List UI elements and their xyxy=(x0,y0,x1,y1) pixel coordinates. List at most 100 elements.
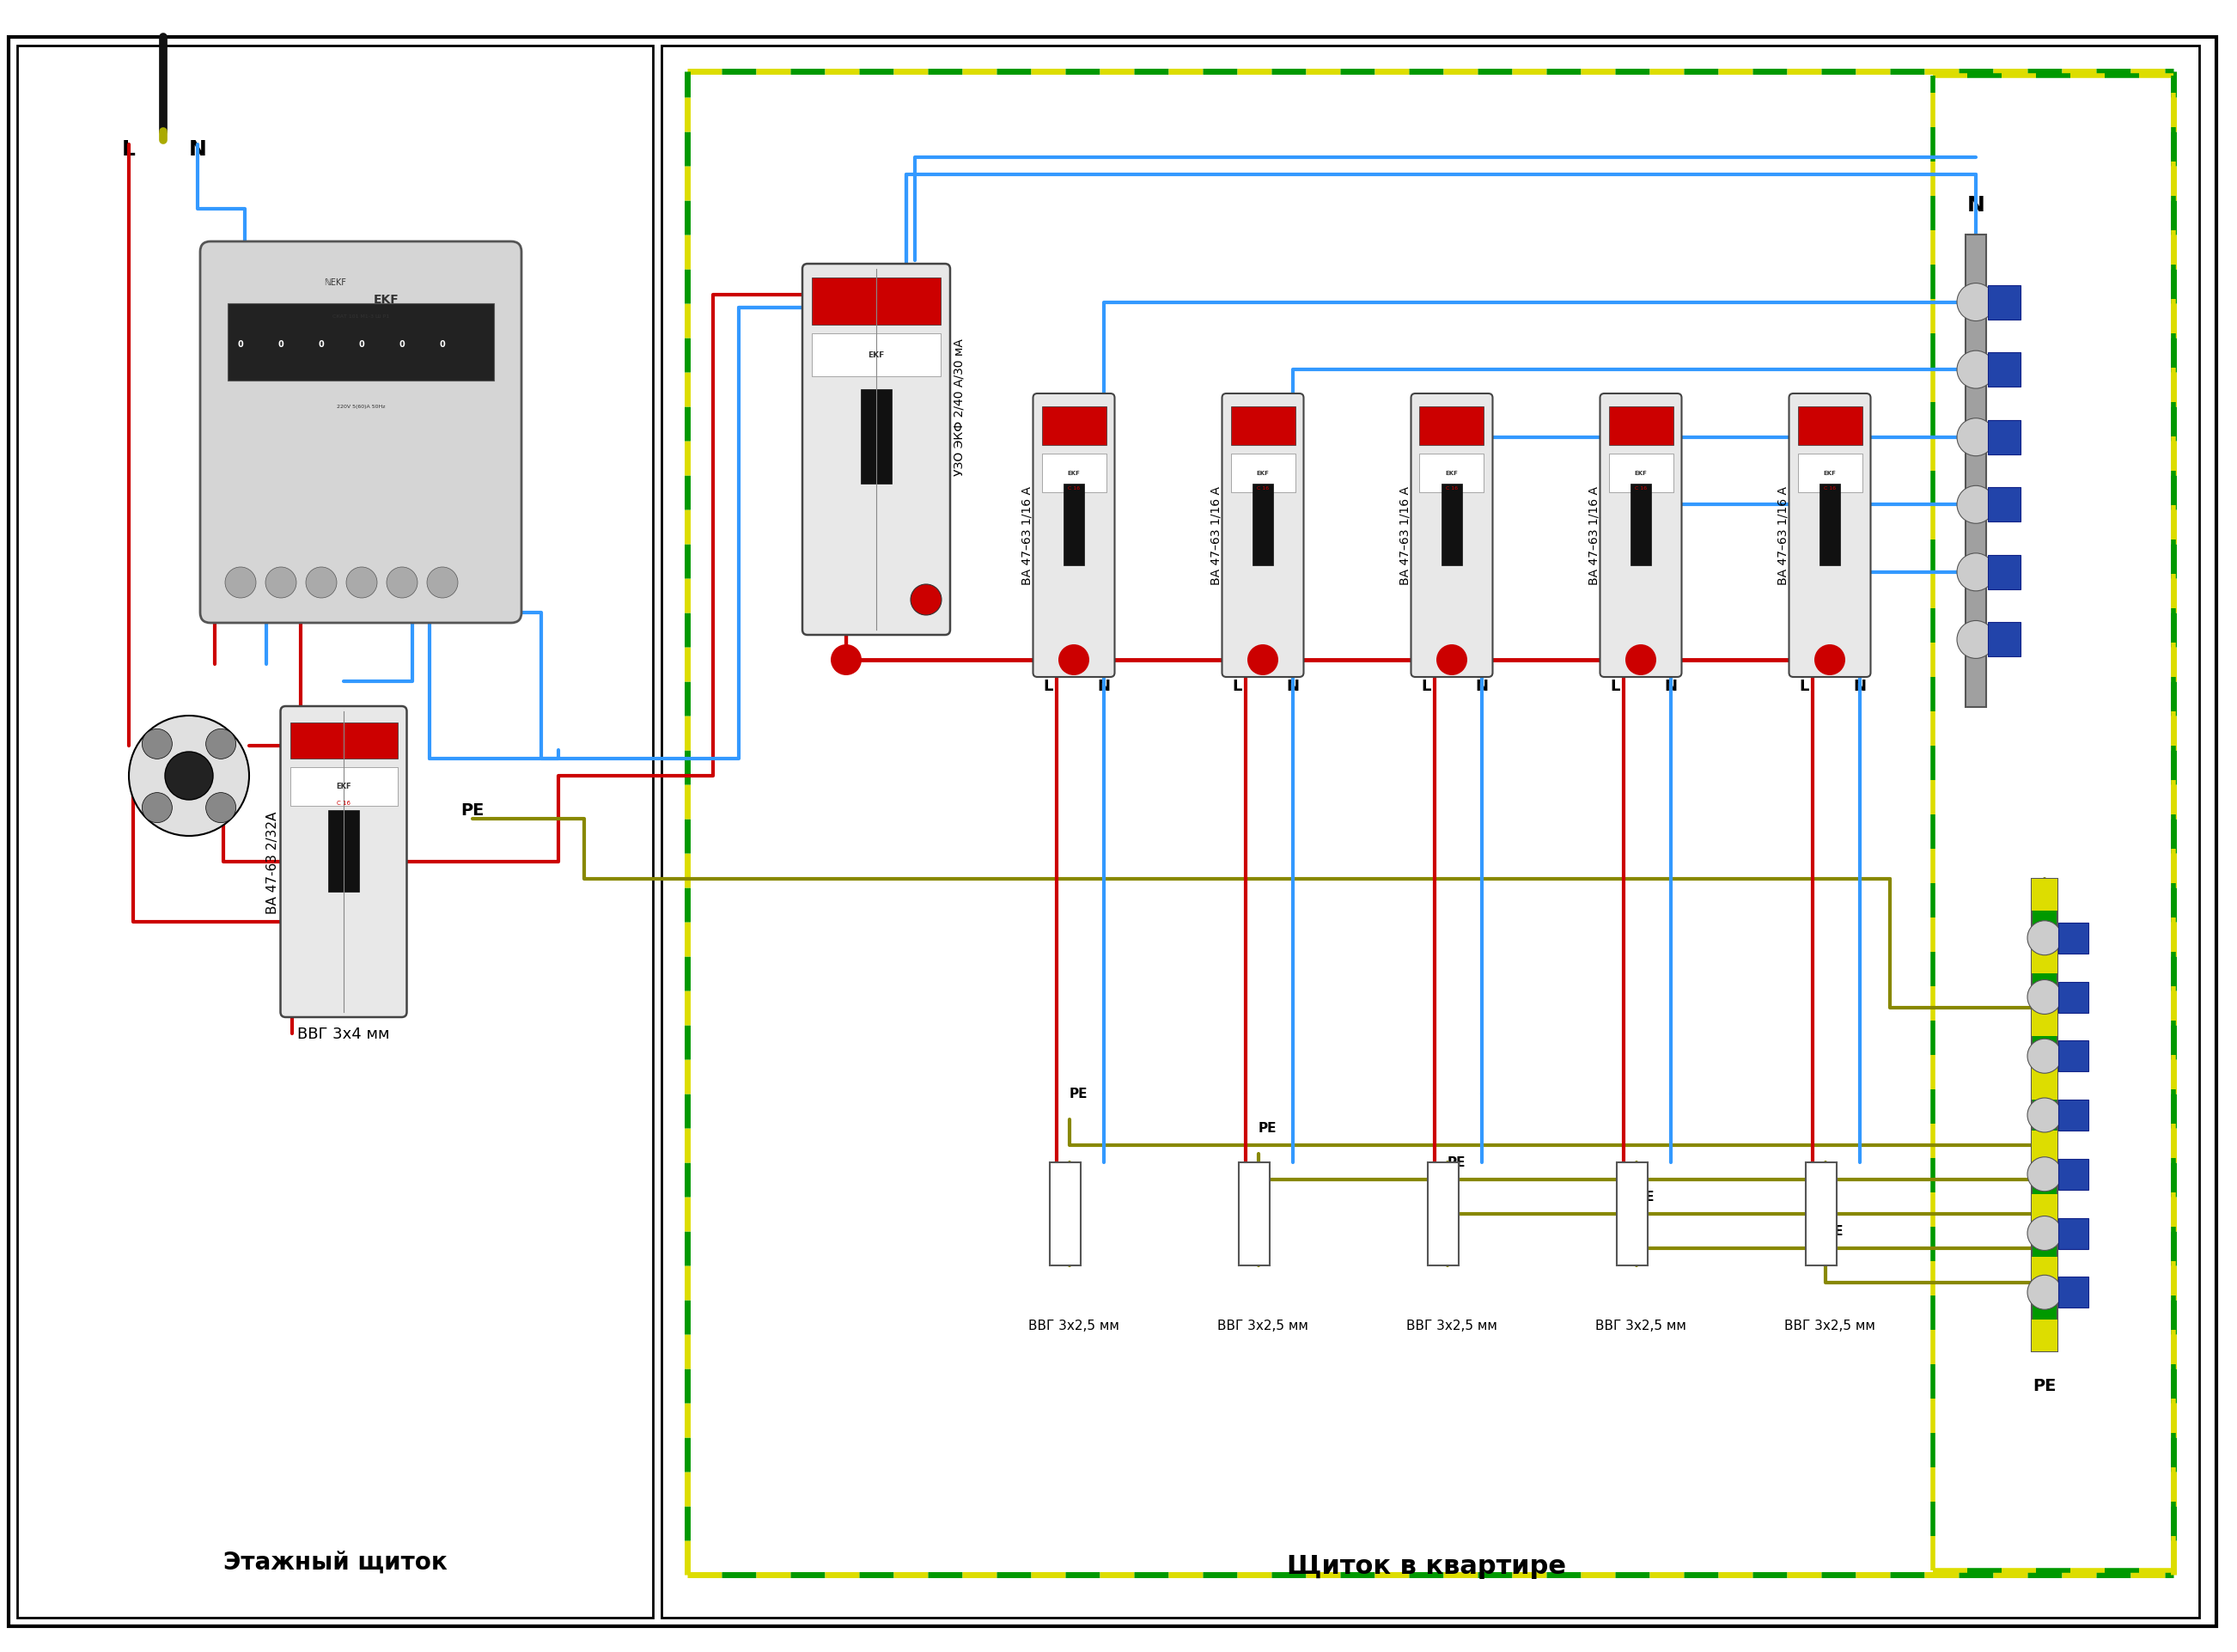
Text: PE: PE xyxy=(1635,1191,1655,1203)
Text: EKF: EKF xyxy=(1823,471,1837,476)
FancyBboxPatch shape xyxy=(199,243,521,623)
Text: ВВГ 3х2,5 мм: ВВГ 3х2,5 мм xyxy=(1217,1320,1309,1332)
Bar xyxy=(1042,454,1105,492)
Text: EKF: EKF xyxy=(374,294,400,306)
Bar xyxy=(662,46,2199,1617)
Ellipse shape xyxy=(2027,1039,2063,1074)
Text: N: N xyxy=(1664,679,1678,694)
Text: ВА 47-63 2/32А: ВА 47-63 2/32А xyxy=(266,811,280,914)
Bar xyxy=(1799,454,1861,492)
Bar xyxy=(2031,1320,2058,1351)
Bar xyxy=(1989,487,2020,522)
Text: N: N xyxy=(1098,679,1110,694)
Ellipse shape xyxy=(206,729,235,760)
Text: УЗО ЭКФ 2/40 А/30 мА: УЗО ЭКФ 2/40 А/30 мА xyxy=(953,339,966,476)
Text: ВА 47–63 1/16 А: ВА 47–63 1/16 А xyxy=(1398,486,1412,585)
Bar xyxy=(329,811,360,892)
Text: N: N xyxy=(1966,195,1984,215)
Ellipse shape xyxy=(347,568,378,598)
Text: C 16: C 16 xyxy=(1823,486,1837,491)
Bar xyxy=(2058,1041,2089,1072)
Ellipse shape xyxy=(1957,418,1995,456)
Bar xyxy=(1230,406,1295,446)
Bar xyxy=(2031,879,2058,910)
Text: C 16: C 16 xyxy=(1257,486,1268,491)
FancyBboxPatch shape xyxy=(1221,395,1304,677)
Text: ВВГ 3х2,5 мм: ВВГ 3х2,5 мм xyxy=(1029,1320,1118,1332)
Text: 220V 5(60)A 50Hz: 220V 5(60)A 50Hz xyxy=(336,405,385,410)
Bar xyxy=(291,768,398,806)
Bar xyxy=(1608,454,1673,492)
Text: EKF: EKF xyxy=(1635,471,1646,476)
Ellipse shape xyxy=(143,729,172,760)
Bar xyxy=(1420,454,1483,492)
Text: PE: PE xyxy=(1825,1224,1843,1237)
Ellipse shape xyxy=(2027,922,2063,955)
Bar xyxy=(1989,421,2020,454)
Text: EKF: EKF xyxy=(1257,471,1268,476)
Ellipse shape xyxy=(427,568,459,598)
Bar xyxy=(1805,1163,1837,1265)
Bar xyxy=(1631,484,1651,567)
Ellipse shape xyxy=(2027,1275,2063,1310)
Bar xyxy=(2031,1069,2058,1100)
Text: C 16: C 16 xyxy=(1635,486,1646,491)
Text: N: N xyxy=(1854,679,1866,694)
Text: ВА 47–63 1/16 А: ВА 47–63 1/16 А xyxy=(1776,486,1790,585)
Text: PE: PE xyxy=(1069,1087,1087,1100)
Text: 0: 0 xyxy=(358,340,365,349)
Text: 0: 0 xyxy=(398,340,405,349)
Text: N: N xyxy=(188,139,206,160)
Ellipse shape xyxy=(387,568,418,598)
FancyBboxPatch shape xyxy=(1033,395,1114,677)
Text: 0: 0 xyxy=(277,340,284,349)
Bar xyxy=(2058,981,2089,1013)
Text: ВА 47–63 1/16 А: ВА 47–63 1/16 А xyxy=(1588,486,1599,585)
Text: L: L xyxy=(1799,679,1810,694)
Text: EKF: EKF xyxy=(336,783,351,790)
Ellipse shape xyxy=(266,568,295,598)
Ellipse shape xyxy=(143,793,172,823)
Ellipse shape xyxy=(1957,486,1995,524)
Bar xyxy=(1049,1163,1080,1265)
FancyBboxPatch shape xyxy=(1412,395,1492,677)
Bar xyxy=(2031,879,2058,1351)
Bar xyxy=(812,334,942,377)
Bar xyxy=(1230,454,1295,492)
Bar xyxy=(2031,1132,2058,1163)
Bar xyxy=(1420,406,1483,446)
Bar xyxy=(2058,1277,2089,1308)
Text: PE: PE xyxy=(1447,1156,1465,1170)
Text: C 16: C 16 xyxy=(338,800,351,806)
Ellipse shape xyxy=(1058,644,1089,676)
FancyBboxPatch shape xyxy=(1790,395,1870,677)
Ellipse shape xyxy=(2027,1156,2063,1191)
Text: EKF: EKF xyxy=(1445,471,1459,476)
Ellipse shape xyxy=(1436,644,1467,676)
Ellipse shape xyxy=(830,644,861,676)
Ellipse shape xyxy=(130,715,248,836)
Ellipse shape xyxy=(1957,284,1995,322)
Bar xyxy=(18,46,653,1617)
Text: L: L xyxy=(1420,679,1432,694)
Text: ВА 47–63 1/16 А: ВА 47–63 1/16 А xyxy=(1020,486,1033,585)
Ellipse shape xyxy=(1626,644,1655,676)
Bar xyxy=(1441,484,1463,567)
Bar xyxy=(1819,484,1841,567)
Text: ВВГ 3х4 мм: ВВГ 3х4 мм xyxy=(298,1026,389,1041)
FancyBboxPatch shape xyxy=(1599,395,1682,677)
Bar xyxy=(228,304,494,382)
Text: L: L xyxy=(1611,679,1620,694)
Bar xyxy=(1608,406,1673,446)
FancyBboxPatch shape xyxy=(803,264,951,636)
Text: L: L xyxy=(1233,679,1242,694)
Text: PE: PE xyxy=(2033,1378,2056,1394)
Bar xyxy=(1617,1163,1649,1265)
Text: 0: 0 xyxy=(318,340,324,349)
Ellipse shape xyxy=(1957,352,1995,390)
Text: EKF: EKF xyxy=(868,352,884,360)
Bar xyxy=(1239,1163,1271,1265)
Bar xyxy=(291,724,398,758)
Text: L: L xyxy=(1042,679,1054,694)
Text: PE: PE xyxy=(461,803,483,819)
